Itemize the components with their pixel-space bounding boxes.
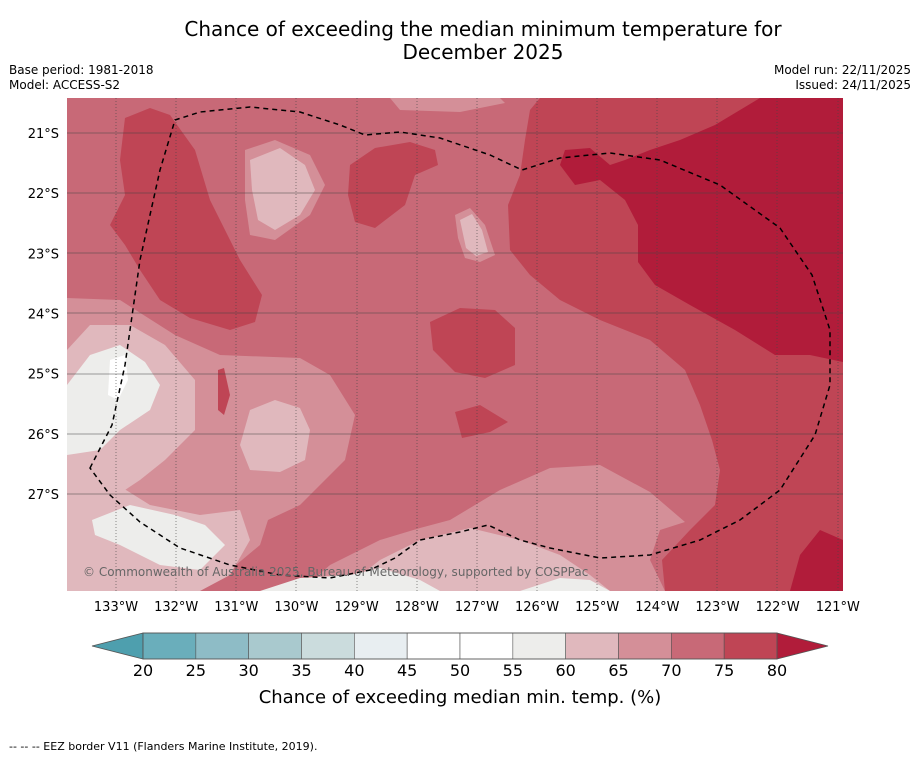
contour-75-80-upper xyxy=(348,142,438,228)
model-name: Model: ACCESS-S2 xyxy=(9,78,121,92)
colorbar-tick-label: 75 xyxy=(714,661,734,680)
colorbar: 20 25 30 35 40 45 50 55 60 65 70 75 80 Chance of exc… xyxy=(91,632,829,708)
lon-label: 126°W xyxy=(515,600,559,615)
lon-label: 132°W xyxy=(154,600,198,615)
colorbar-tick-label: 80 xyxy=(767,661,787,680)
contour-75-80-small xyxy=(455,405,508,438)
colorbar-bin xyxy=(248,632,302,660)
colorbar-tick-label: 60 xyxy=(555,661,575,680)
colorbar-tick-label: 20 xyxy=(133,661,153,680)
lon-label: 125°W xyxy=(575,600,619,615)
lon-label: 128°W xyxy=(395,600,439,615)
contour-60-65-upper xyxy=(250,148,315,230)
contour-60-65-bottom xyxy=(340,528,610,591)
colorbar-tick-label: 30 xyxy=(238,661,258,680)
lat-label: 26°S xyxy=(28,428,59,443)
contour-75-80-east-edge xyxy=(838,435,843,470)
colorbar-tick-label: 45 xyxy=(397,661,417,680)
colorbar-tick-label: 55 xyxy=(503,661,523,680)
colorbar-bin xyxy=(195,632,249,660)
colorbar-bin xyxy=(565,632,619,660)
map-title: Chance of exceeding the median minimum t… xyxy=(0,18,919,64)
contour-60-65-blob xyxy=(240,400,310,472)
eez-footnote: -- -- -- EEZ border V11 (Flanders Marine… xyxy=(9,740,318,753)
contour-60-65-small xyxy=(460,214,488,256)
colorbar-bins xyxy=(142,632,778,660)
colorbar-tick-label: 50 xyxy=(450,661,470,680)
contour-75-80-center xyxy=(430,308,515,378)
lon-label: 133°W xyxy=(94,600,138,615)
contour-80-plus-southeast xyxy=(790,530,843,591)
lat-label: 23°S xyxy=(28,247,59,262)
colorbar-bin xyxy=(301,632,355,660)
lon-label: 127°W xyxy=(455,600,499,615)
contour-55-60-bottom xyxy=(260,568,440,591)
copyright-notice: © Commonwealth of Australia 2025, Bureau… xyxy=(83,565,589,579)
colorbar-over-arrow xyxy=(776,632,829,660)
colorbar-bin xyxy=(459,632,514,660)
colorbar-under-arrow xyxy=(91,632,144,660)
base-period: Base period: 1981-2018 xyxy=(9,63,154,77)
title-line-2: December 2025 xyxy=(402,40,564,64)
contour-75-80-left-sliver xyxy=(218,368,230,415)
longitude-gridlines xyxy=(115,98,839,591)
colorbar-tick-label: 40 xyxy=(344,661,364,680)
contour-55-60-bottomleft xyxy=(92,505,225,570)
latitude-labels: 21°S 22°S 23°S 24°S 25°S 26°S 27°S xyxy=(28,127,59,503)
colorbar-bin xyxy=(142,632,197,660)
colorbar-bin xyxy=(723,632,778,660)
lon-label: 123°W xyxy=(695,600,739,615)
contour-65-70-top xyxy=(390,98,505,112)
model-run: Model run: 22/11/2025 xyxy=(773,63,911,77)
colorbar-frame xyxy=(142,632,778,660)
latitude-gridlines xyxy=(67,132,843,495)
contour-55-60-bottom2 xyxy=(520,578,610,591)
lat-label: 25°S xyxy=(28,368,59,383)
contour-45-55-core xyxy=(108,355,128,400)
contour-55-60-left xyxy=(67,345,160,455)
metadata-right: Model run: 22/11/2025 Issued: 24/11/2025 xyxy=(774,63,911,93)
colorbar-tick-label: 70 xyxy=(661,661,681,680)
colorbar-tick-labels: 20 25 30 35 40 45 50 55 60 65 70 75 80 xyxy=(133,661,787,680)
eez-border xyxy=(89,106,831,579)
colorbar-tick-label: 25 xyxy=(186,661,206,680)
lat-label: 22°S xyxy=(28,187,59,202)
contour-80-plus-east xyxy=(560,98,843,362)
colorbar-bin xyxy=(671,632,725,660)
colorbar-bin xyxy=(406,632,461,660)
lon-label: 122°W xyxy=(756,600,800,615)
lon-label: 124°W xyxy=(635,600,679,615)
lat-label: 21°S xyxy=(28,127,59,142)
lon-label: 130°W xyxy=(274,600,318,615)
colorbar-bin xyxy=(618,632,672,660)
longitude-labels: 133°W 132°W 131°W 130°W 129°W 128°W 127°W 126°W… xyxy=(94,600,860,615)
lon-label: 131°W xyxy=(214,600,258,615)
lat-label: 24°S xyxy=(28,307,59,322)
lon-label: 129°W xyxy=(335,600,379,615)
lat-label: 27°S xyxy=(28,488,59,503)
contour-field xyxy=(67,98,843,591)
colorbar-title: Chance of exceeding median min. temp. (%… xyxy=(259,687,662,708)
metadata-left: Base period: 1981-2018 Model: ACCESS-S2 xyxy=(9,63,154,93)
colorbar-bin xyxy=(512,632,566,660)
colorbar-bin xyxy=(354,632,408,660)
colorbar-tick-label: 65 xyxy=(608,661,628,680)
title-line-1: Chance of exceeding the median minimum t… xyxy=(184,17,782,41)
issued-date: Issued: 24/11/2025 xyxy=(795,78,911,92)
contour-75-80-left xyxy=(110,108,262,330)
lon-label: 121°W xyxy=(816,600,860,615)
colorbar-tick-label: 35 xyxy=(291,661,311,680)
